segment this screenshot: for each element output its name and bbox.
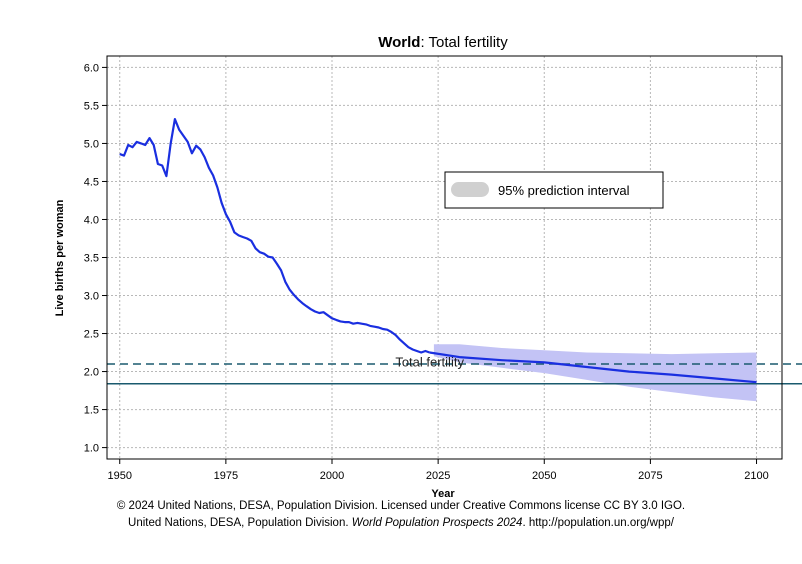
x-tick-label: 2000 [320,470,344,482]
projection-median-line [429,351,757,384]
x-tick-label: 2075 [638,470,662,482]
total-fertility-annotation: Total fertility [395,354,464,369]
y-tick-label: 1.0 [84,443,99,455]
y-tick-label: 3.0 [84,291,99,303]
legend: 95% prediction interval [444,171,664,209]
x-tick-label: 1950 [107,470,131,482]
gridlines [107,56,782,459]
legend-label: 95% prediction interval [498,183,630,198]
y-tick-label: 4.0 [84,214,99,226]
x-tick-label: 2025 [426,470,450,482]
y-tick-label: 5.0 [84,138,99,150]
chart-title-region: World [378,34,420,51]
x-tick-label: 2050 [532,470,556,482]
fertility-chart: 1950 1975 2000 2025 2050 2075 2100 1.0 1.5 2.0 2.5… [54,34,802,500]
citation-prefix: United Nations, DESA, Population Divisio… [128,517,352,529]
y-tick-label: 1.5 [84,405,99,417]
x-axis-label: Year [431,488,455,500]
legend-swatch [451,182,489,197]
y-tick-label: 3.5 [84,253,99,265]
x-tick-label: 2100 [744,470,768,482]
y-tick-label: 6.0 [84,62,99,74]
citation-suffix: . http://population.un.org/wpp/ [522,517,674,529]
x-tick-label: 1975 [214,470,238,482]
citation-line: United Nations, DESA, Population Divisio… [0,517,802,529]
y-tick-label: 2.5 [84,329,99,341]
estimates-line [119,117,430,354]
chart-title-metric: : Total fertility [420,34,508,51]
y-tick-label: 2.0 [84,367,99,379]
copyright-line: © 2024 United Nations, DESA, Population … [116,500,686,512]
citation-title: World Population Prospects 2024 [351,517,523,529]
y-tick-label: 4.5 [84,176,99,188]
y-axis-label: Live births per woman [54,199,66,316]
prediction-interval-band [433,344,757,402]
chart-title: World: Total fertility [378,34,508,51]
y-tick-label: 5.5 [84,100,99,112]
